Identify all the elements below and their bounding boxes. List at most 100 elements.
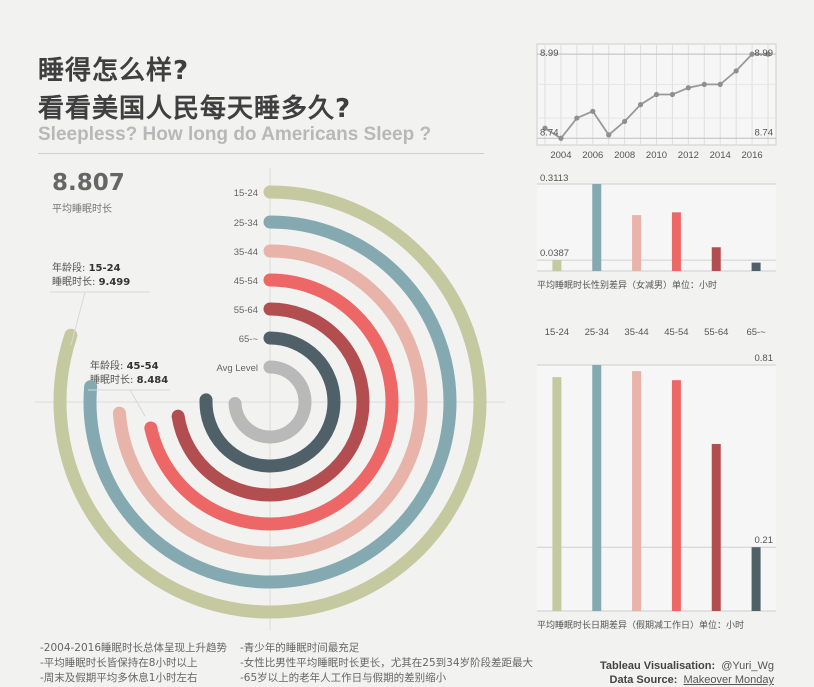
line-chart-point [669, 91, 676, 98]
radial-arc-55-64 [171, 302, 370, 502]
average-sleep-value: 8.807 [52, 170, 125, 196]
bar-55-64 [711, 247, 721, 271]
line-chart: 8.99 8.99 8.74 8.74 2004 2006 2008 2010 2012 2014… [536, 43, 777, 161]
radial-arc-25-34 [83, 215, 457, 589]
callout-15-24: 年龄段: 15-24 睡眠时长: 9.499 [52, 262, 130, 290]
radial-category-label: 45-54 [234, 276, 258, 287]
bar-chart-min-label: 0.21 [755, 535, 774, 546]
callout-age-label: 年龄段: [90, 361, 124, 372]
line-chart-point [653, 91, 660, 98]
line-chart-point [765, 51, 771, 57]
note-line: -青少年的睡眠时间最充足 [240, 642, 360, 654]
note-line: -平均睡眠时长皆保持在8小时以上 [40, 657, 198, 669]
callout-leader-line [129, 389, 146, 417]
radial-category-label: 55-64 [234, 305, 258, 316]
credit-vis-label: Tableau Visualisation: [600, 660, 716, 672]
radial-arc-45-54 [144, 273, 399, 531]
callout-45-54: 年龄段: 45-54 睡眠时长: 8.484 [90, 360, 168, 388]
radial-arc-15-24 [53, 185, 487, 619]
line-chart-point [701, 81, 707, 87]
notes-left: -2004-2016睡眠时长总体呈现上升趋势 -平均睡眠时长皆保持在8小时以上 … [40, 641, 227, 686]
bar-chart-xlabel: 平均睡眠时长性别差异（女减男）单位：小时 [537, 279, 717, 291]
line-chart-point [717, 81, 723, 87]
title-chinese-line1: 睡得怎么样? [38, 56, 190, 86]
line-chart-x-tick: 2012 [678, 150, 699, 161]
bar-55-64 [711, 443, 721, 611]
line-chart-point [574, 115, 580, 121]
bar-25-34 [592, 184, 602, 271]
line-chart-point [542, 125, 548, 131]
callout-sleep-label: 睡眠时长: [90, 375, 134, 386]
line-chart-x-tick: 2008 [614, 150, 635, 161]
bar-chart-max-label: 0.3113 [540, 173, 568, 184]
line-chart-min-label-right: 8.74 [755, 127, 774, 138]
line-chart-min-label-left: 8.74 [540, 127, 559, 138]
bar-15-24 [552, 260, 562, 271]
notes-right: -青少年的睡眠时间最充足 -女性比男性平均睡眠时长更长，尤其在25到34岁阶段差… [240, 641, 533, 686]
bar-15-24 [552, 377, 562, 611]
bar-65-plus [751, 547, 761, 611]
line-chart-point [733, 68, 739, 74]
bar-category-label: 15-24 [545, 327, 569, 338]
title-english: Sleepless? How long do Americans Sleep ? [38, 124, 432, 145]
radial-arc-avg-level [228, 360, 312, 444]
line-chart-point [606, 132, 612, 138]
holiday-diff-bar-chart: 15-24 25-34 35-44 45-54 55-64 65-~ 0.81 0.21 平均睡… [537, 327, 776, 631]
radial-labels: 15-24 25-34 35-44 45-54 55-64 65-~ Avg Level [216, 188, 258, 374]
bar-65-plus [751, 262, 761, 271]
line-chart-point [622, 118, 628, 125]
gender-diff-bar-chart: 0.3113 0.0387 平均睡眠时长性别差异（女减男）单位：小时 [537, 173, 776, 291]
bar-category-label: 35-44 [624, 327, 648, 338]
bar-category-label: 65-~ [746, 327, 766, 338]
bar-chart-min-label: 0.0387 [540, 248, 569, 259]
bar-chart-xlabel: 平均睡眠时长日期差异（假期减工作日）单位：小时 [537, 619, 744, 631]
bar-25-34 [592, 365, 602, 611]
callout-lines [50, 291, 170, 417]
note-line: -女性比男性平均睡眠时长更长，尤其在25到34岁阶段差距最大 [240, 657, 534, 669]
bar-35-44 [632, 215, 642, 271]
note-line: -2004-2016睡眠时长总体呈现上升趋势 [40, 642, 228, 654]
line-chart-max-label-left: 8.99 [540, 48, 559, 59]
line-chart-point [558, 135, 564, 141]
callout-sleep-value: 9.499 [98, 277, 131, 288]
line-chart-x-tick: 2016 [742, 150, 763, 161]
radial-category-label: 35-44 [234, 247, 258, 258]
line-chart-x-tick: 2010 [646, 150, 667, 161]
radial-arcs [53, 185, 487, 619]
line-chart-point [637, 102, 644, 108]
radial-category-label: 15-24 [234, 188, 258, 199]
callout-age-label: 年龄段: [52, 263, 86, 274]
radial-category-label: 25-34 [234, 218, 258, 229]
note-line: -周末及假期平均多休息1小时左右 [40, 672, 198, 684]
line-chart-point [590, 108, 596, 114]
bar-category-label: 25-34 [585, 327, 609, 338]
average-sleep-label: 平均睡眠时长 [52, 204, 112, 215]
title-chinese-line2: 看看美国人民每天睡多久? [38, 94, 352, 124]
note-line: -65岁以上的老年人工作日与假期的差别缩小 [240, 672, 447, 684]
bar-45-54 [671, 212, 681, 271]
callout-age-value: 45-54 [126, 361, 159, 372]
line-chart-point [749, 51, 755, 57]
radial-category-label: Avg Level [216, 363, 258, 374]
bar-chart-max-label: 0.81 [755, 353, 774, 364]
callout-sleep-label: 睡眠时长: [52, 277, 96, 288]
line-chart-point [685, 85, 691, 91]
line-chart-x-tick: 2006 [582, 150, 603, 161]
bar-chart-background [537, 184, 776, 271]
line-chart-x-tick: 2014 [710, 150, 731, 161]
radial-axes [35, 168, 505, 630]
line-chart-max-label-right: 8.99 [755, 48, 774, 59]
bar-35-44 [632, 371, 642, 611]
title-divider [38, 153, 484, 154]
credit-src-label: Data Source: [609, 674, 678, 686]
radial-arc-65-plus [199, 331, 341, 473]
line-chart-x-tick: 2004 [550, 150, 571, 161]
radial-arc-35-44 [112, 244, 428, 560]
callout-sleep-value: 8.484 [136, 375, 169, 386]
callout-leader-line [70, 291, 86, 346]
radial-category-label: 65-~ [239, 334, 259, 345]
credits: Tableau Visualisation: @Yuri_Wg Data Sou… [600, 659, 774, 687]
credit-src-value: Makeover Monday [683, 674, 775, 686]
bar-category-label: 45-54 [664, 327, 688, 338]
